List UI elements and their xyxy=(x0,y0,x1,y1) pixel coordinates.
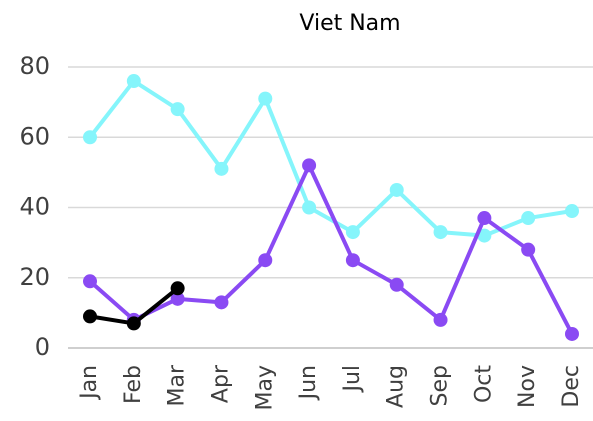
data-point xyxy=(258,91,273,106)
data-point xyxy=(389,182,404,197)
data-point xyxy=(345,225,360,240)
data-point xyxy=(83,309,97,324)
data-point xyxy=(433,312,448,327)
data-point xyxy=(302,200,317,215)
chart-title: Viet Nam xyxy=(299,11,400,36)
data-point xyxy=(477,211,492,226)
data-point xyxy=(521,242,536,257)
y-tick-label: 0 xyxy=(35,333,50,361)
data-point xyxy=(477,228,492,243)
data-point xyxy=(433,225,448,240)
x-tick-label: Mar xyxy=(165,364,190,406)
y-tick-label: 80 xyxy=(19,52,50,80)
x-tick-label: Apr xyxy=(208,364,233,403)
data-point xyxy=(565,326,579,341)
data-point xyxy=(214,295,229,310)
data-point xyxy=(565,204,579,219)
x-tick-label: Feb xyxy=(121,365,146,404)
data-point xyxy=(170,281,185,296)
data-point xyxy=(170,291,185,306)
data-point xyxy=(170,102,185,117)
data-point xyxy=(83,130,97,145)
x-tick-label: May xyxy=(252,365,277,410)
data-point xyxy=(258,253,273,268)
data-point xyxy=(345,253,360,268)
data-point xyxy=(389,277,404,292)
x-tick-label: Sep xyxy=(428,365,453,406)
y-tick-label: 20 xyxy=(19,263,50,291)
x-tick-label: Oct xyxy=(471,365,496,403)
x-tick-label: Jun xyxy=(296,365,321,401)
data-point xyxy=(521,211,536,226)
data-point xyxy=(83,274,97,289)
y-tick-label: 60 xyxy=(19,122,50,150)
x-tick-label: Nov xyxy=(515,365,540,408)
x-tick-label: Jul xyxy=(340,365,365,394)
series-line xyxy=(88,79,573,238)
x-tick-label: Dec xyxy=(559,365,584,408)
x-tick-label: Jan xyxy=(77,365,102,401)
data-point xyxy=(302,158,317,173)
series-line xyxy=(88,163,574,335)
data-point xyxy=(214,161,229,176)
y-tick-label: 40 xyxy=(19,193,50,221)
x-tick-label: Aug xyxy=(384,365,409,408)
data-point xyxy=(126,74,141,89)
data-point xyxy=(126,316,141,331)
